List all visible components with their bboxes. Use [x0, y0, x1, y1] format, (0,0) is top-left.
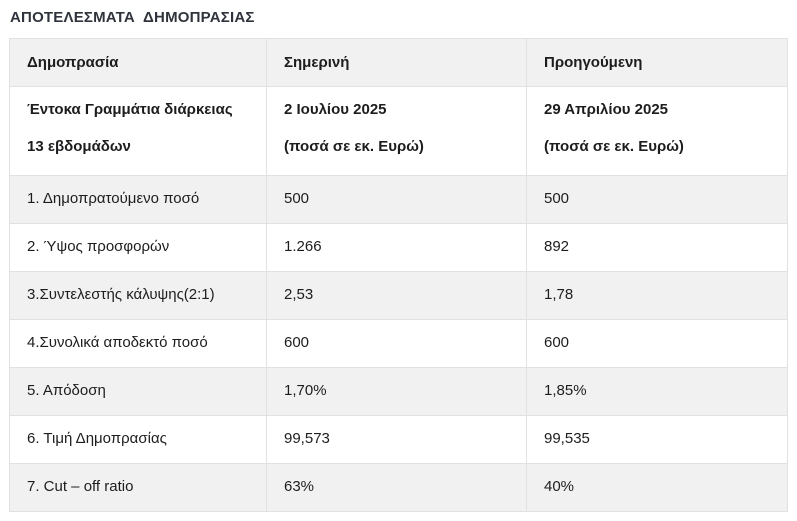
row-label: 4.Συνολικά αποδεκτό ποσό	[9, 319, 267, 368]
row-current-value: 63%	[266, 463, 527, 512]
row-label: 5. Απόδοση	[9, 367, 267, 416]
page-title: ΑΠΟΤΕΛΕΣΜΑΤΑ ΔΗΜΟΠΡΑΣΙΑΣ	[10, 9, 255, 26]
previous-auction-date: 29 Απριλίου 2025	[544, 101, 668, 118]
column-header-auction: Δημοπρασία	[9, 38, 267, 87]
table-subheader-row: Έντοκα Γραμμάτια διάρκειας 13 εβδομάδων …	[9, 86, 788, 176]
instrument-duration: 13 εβδομάδων	[27, 138, 131, 155]
table-row-auction-price: 6. Τιμή Δημοπρασίας 99,573 99,535	[9, 415, 788, 464]
row-previous-value: 600	[526, 319, 788, 368]
previous-auction-date-cell: 29 Απριλίου 2025 (ποσά σε εκ. Ευρώ)	[526, 86, 788, 176]
table-row-yield: 5. Απόδοση 1,70% 1,85%	[9, 367, 788, 416]
row-previous-value: 99,535	[526, 415, 788, 464]
row-current-value: 500	[266, 175, 527, 224]
previous-auction-unit: (ποσά σε εκ. Ευρώ)	[544, 138, 684, 155]
row-current-value: 1,70%	[266, 367, 527, 416]
table-row-total-bids: 2. Ύψος προσφορών 1.266 892	[9, 223, 788, 272]
row-label: 2. Ύψος προσφορών	[9, 223, 267, 272]
row-current-value: 99,573	[266, 415, 527, 464]
instrument-name: Έντοκα Γραμμάτια διάρκειας	[27, 101, 233, 118]
row-label: 7. Cut – off ratio	[9, 463, 267, 512]
table-row-accepted-amount: 4.Συνολικά αποδεκτό ποσό 600 600	[9, 319, 788, 368]
auction-results-table: Δημοπρασία Σημερινή Προηγούμενη Έντοκα Γ…	[9, 38, 788, 512]
table-row-auctioned-amount: 1. Δημοπρατούμενο ποσό 500 500	[9, 175, 788, 224]
column-header-current: Σημερινή	[266, 38, 527, 87]
row-label: 1. Δημοπρατούμενο ποσό	[9, 175, 267, 224]
row-previous-value: 40%	[526, 463, 788, 512]
table-row-cutoff-ratio: 7. Cut – off ratio 63% 40%	[9, 463, 788, 512]
current-auction-unit: (ποσά σε εκ. Ευρώ)	[284, 138, 424, 155]
row-previous-value: 1,78	[526, 271, 788, 320]
current-auction-date: 2 Ιουλίου 2025	[284, 101, 387, 118]
row-previous-value: 892	[526, 223, 788, 272]
instrument-cell: Έντοκα Γραμμάτια διάρκειας 13 εβδομάδων	[9, 86, 267, 176]
table-header-row: Δημοπρασία Σημερινή Προηγούμενη	[9, 38, 788, 87]
row-previous-value: 500	[526, 175, 788, 224]
row-label: 6. Τιμή Δημοπρασίας	[9, 415, 267, 464]
row-label: 3.Συντελεστής κάλυψης(2:1)	[9, 271, 267, 320]
table-row-coverage-ratio: 3.Συντελεστής κάλυψης(2:1) 2,53 1,78	[9, 271, 788, 320]
row-current-value: 600	[266, 319, 527, 368]
row-current-value: 1.266	[266, 223, 527, 272]
current-auction-date-cell: 2 Ιουλίου 2025 (ποσά σε εκ. Ευρώ)	[266, 86, 527, 176]
row-previous-value: 1,85%	[526, 367, 788, 416]
row-current-value: 2,53	[266, 271, 527, 320]
column-header-previous: Προηγούμενη	[526, 38, 788, 87]
